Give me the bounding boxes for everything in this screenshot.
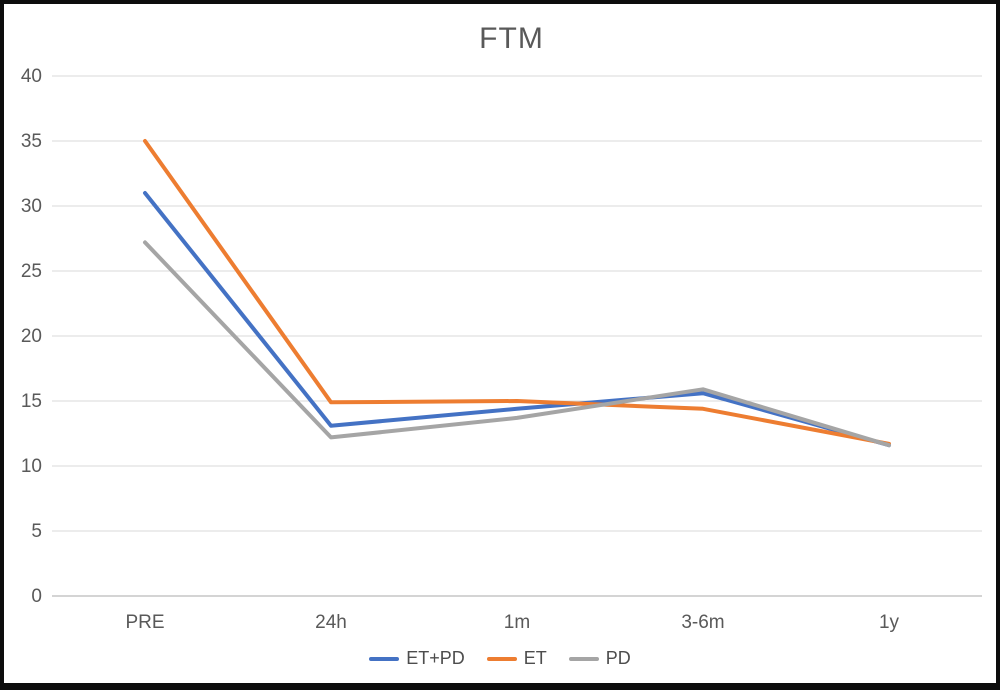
- series-line-pd: [143, 240, 891, 448]
- y-axis-tick-label: 15: [21, 391, 42, 412]
- legend-label-et: ET: [523, 648, 547, 668]
- legend-label-et-pd: ET+PD: [406, 648, 465, 668]
- series-line-et-pd: [143, 191, 891, 448]
- line-chart-plot-area: 0 5 10 15 20 25 30 35 40 PRE 24h 1m 3-6m 1y: [21, 66, 982, 633]
- x-axis-tick-label: PRE: [125, 612, 164, 633]
- x-axis-tick-label: 3-6m: [681, 612, 724, 633]
- chart-title: FTM: [479, 22, 544, 55]
- y-axis-tick-label: 25: [21, 261, 42, 282]
- x-axis-tick-label: 1m: [504, 612, 530, 633]
- chart-legend: ET+PD ET PD: [4, 648, 996, 669]
- legend-line-swatch-pd: [568, 656, 599, 661]
- legend-label-pd: PD: [605, 648, 631, 668]
- legend-item-et-pd: ET+PD: [369, 648, 465, 669]
- y-axis-tick-label: 5: [31, 521, 42, 542]
- legend-item-et: ET: [486, 648, 547, 669]
- legend-line-swatch-et-pd: [369, 656, 400, 661]
- y-axis-tick-label: 10: [21, 456, 42, 477]
- y-axis-tick-label: 0: [31, 586, 42, 607]
- y-axis-tick-label: 30: [21, 196, 42, 217]
- legend-item-pd: PD: [568, 648, 631, 669]
- x-axis-tick-label: 1y: [879, 612, 900, 633]
- y-axis-tick-label: 40: [21, 66, 42, 87]
- x-axis-tick-label: 24h: [315, 612, 347, 633]
- series-line-et: [143, 139, 891, 446]
- y-axis-tick-label: 20: [21, 326, 42, 347]
- y-axis-tick-label: 35: [21, 131, 42, 152]
- legend-line-swatch-et: [486, 656, 517, 661]
